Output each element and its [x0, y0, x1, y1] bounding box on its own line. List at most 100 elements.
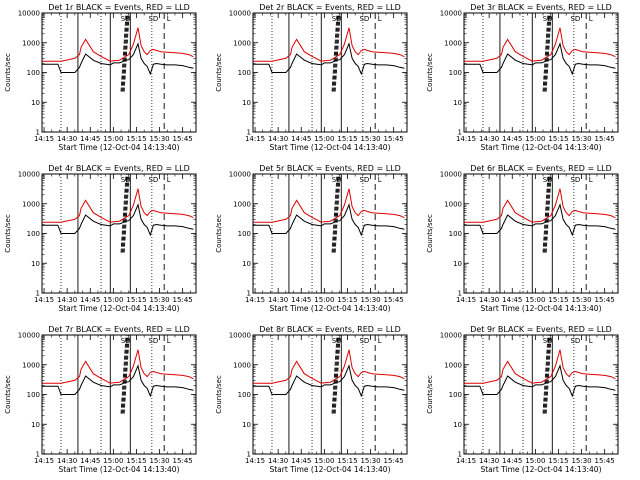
lld-series-line	[253, 27, 405, 62]
marker-label: SD	[148, 176, 158, 184]
panel-det-3: Det 3r BLACK = Events, RED = LLD 1 10 100 10…	[426, 3, 619, 152]
saa-pass-line	[120, 334, 127, 414]
saa-pass-line	[545, 173, 552, 253]
y-tick-label: 10	[31, 421, 40, 429]
marker-label: SD	[359, 176, 369, 184]
x-tick-label: 15:30	[571, 135, 591, 143]
saa-pass-line	[123, 334, 130, 414]
saa-pass-line	[122, 173, 129, 253]
events-series-line	[42, 42, 194, 76]
y-tick-label: 1	[36, 290, 40, 298]
y-tick-label: 10	[453, 421, 462, 429]
panel-title: Det 4r BLACK = Events, RED = LLD	[48, 164, 190, 173]
panel-det-5: Det 5r BLACK = Events, RED = LLD 1 10 100 10…	[215, 164, 408, 313]
x-tick-label: 15:15	[126, 296, 146, 304]
x-axis-label: Start Time (12-Oct-04 14:13:40)	[58, 465, 179, 474]
saa-pass-line	[543, 12, 550, 92]
x-tick-label: 14:15	[456, 135, 476, 143]
y-tick-label: 100	[449, 230, 462, 238]
marker-label: SD	[543, 337, 553, 345]
saa-pass-line	[545, 12, 552, 92]
y-tick-label: 1	[36, 451, 40, 459]
x-tick-label: 14:45	[291, 135, 311, 143]
x-tick-label: 15:00	[525, 296, 545, 304]
y-tick-label: 1	[247, 451, 251, 459]
y-axis-label: Counts/sec	[426, 53, 434, 92]
marker-label: SD	[121, 176, 131, 184]
x-tick-label: 15:45	[384, 296, 404, 304]
panel-det-2: Det 2r BLACK = Events, RED = LLD 1 10 100 10…	[215, 3, 408, 152]
y-tick-label: 10000	[440, 171, 462, 179]
x-tick-label: 15:45	[384, 135, 404, 143]
y-tick-label: 10	[31, 99, 40, 107]
x-tick-label: 15:45	[595, 457, 615, 465]
x-tick-label: 15:00	[103, 135, 123, 143]
y-tick-label: 1000	[233, 200, 251, 208]
x-tick-label: 14:15	[34, 296, 54, 304]
y-tick-label: 100	[27, 69, 40, 77]
y-tick-label: 1000	[444, 200, 462, 208]
y-axis-label: Counts/sec	[215, 375, 223, 414]
events-series-line	[253, 42, 405, 76]
saa-pass-line	[331, 334, 338, 414]
panel-det-8: Det 8r BLACK = Events, RED = LLD 1 10 100 10…	[215, 325, 408, 474]
saa-pass-line	[333, 334, 340, 414]
y-axis-label: Counts/sec	[4, 375, 12, 414]
marker-label: SD	[332, 176, 342, 184]
y-tick-label: 10000	[440, 332, 462, 340]
x-tick-label: 14:30	[57, 135, 77, 143]
panel-det-6: Det 6r BLACK = Events, RED = LLD 1 10 100 10…	[426, 164, 619, 313]
marker-label: SD	[543, 15, 553, 23]
x-tick-label: 14:15	[34, 457, 54, 465]
x-tick-label: 15:45	[173, 457, 193, 465]
marker-label: SD	[148, 15, 158, 23]
y-tick-label: 1000	[22, 39, 40, 47]
y-tick-label: 100	[27, 391, 40, 399]
x-axis-label: Start Time (12-Oct-04 14:13:40)	[269, 465, 390, 474]
events-series-line	[253, 364, 405, 398]
marker-label: L	[589, 337, 593, 345]
x-tick-label: 14:45	[291, 296, 311, 304]
marker-label: SD	[570, 15, 580, 23]
x-tick-label: 15:30	[149, 296, 169, 304]
marker-label: L	[167, 337, 171, 345]
lld-series-line	[42, 188, 194, 223]
saa-pass-line	[542, 334, 549, 414]
x-tick-label: 14:30	[57, 457, 77, 465]
saa-pass-line	[120, 173, 127, 253]
saa-pass-line	[121, 173, 128, 253]
saa-pass-line	[542, 12, 549, 92]
saa-pass-line	[123, 12, 130, 92]
x-tick-label: 14:15	[34, 135, 54, 143]
y-tick-label: 100	[238, 69, 251, 77]
events-series-line	[464, 203, 616, 237]
y-tick-label: 100	[27, 230, 40, 238]
x-tick-label: 14:15	[456, 296, 476, 304]
saa-pass-line	[544, 334, 551, 414]
y-tick-label: 10000	[229, 332, 251, 340]
marker-label: SD	[148, 337, 158, 345]
x-axis-label: Start Time (12-Oct-04 14:13:40)	[480, 465, 601, 474]
x-tick-label: 14:45	[291, 457, 311, 465]
saa-pass-line	[331, 173, 338, 253]
x-tick-label: 14:45	[80, 296, 100, 304]
x-tick-label: 15:00	[314, 296, 334, 304]
x-tick-label: 14:15	[245, 457, 265, 465]
x-axis-label: Start Time (12-Oct-04 14:13:40)	[58, 143, 179, 152]
saa-pass-line	[120, 12, 127, 92]
x-tick-label: 15:15	[337, 296, 357, 304]
y-tick-label: 10	[453, 99, 462, 107]
panel-title: Det 7r BLACK = Events, RED = LLD	[48, 325, 190, 334]
y-tick-label: 1	[247, 290, 251, 298]
y-tick-label: 10	[242, 421, 251, 429]
marker-label: L	[378, 176, 382, 184]
x-tick-label: 14:30	[268, 457, 288, 465]
x-tick-label: 15:45	[595, 135, 615, 143]
x-tick-label: 14:45	[502, 296, 522, 304]
y-axis-label: Counts/sec	[215, 214, 223, 253]
marker-label: SD	[121, 15, 131, 23]
saa-pass-line	[122, 334, 129, 414]
x-tick-label: 15:15	[548, 135, 568, 143]
y-tick-label: 10000	[229, 171, 251, 179]
x-tick-label: 15:30	[360, 135, 380, 143]
